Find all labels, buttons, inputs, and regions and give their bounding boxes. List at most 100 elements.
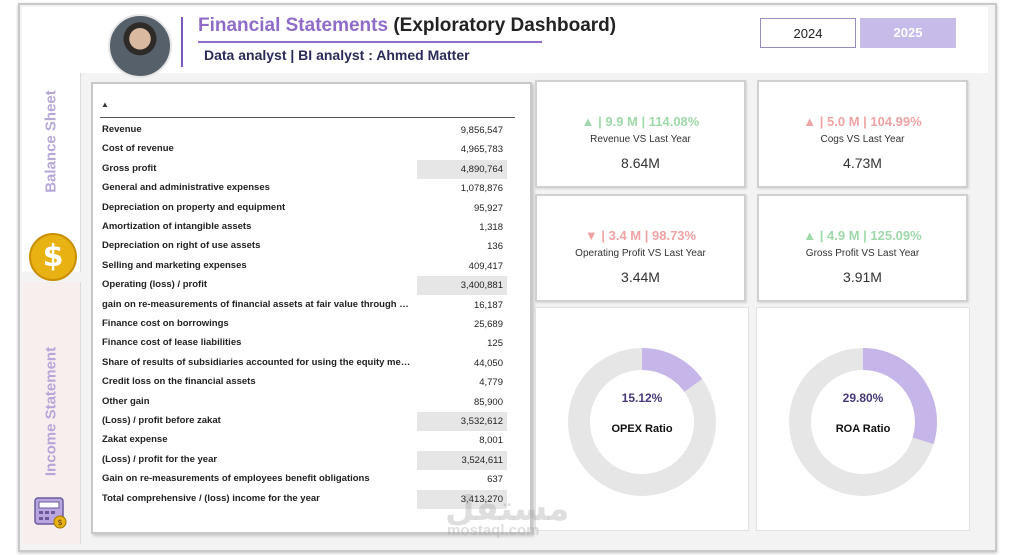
opex-ratio-percent: 15.12% [621, 391, 663, 405]
table-row: Finance cost on borrowings 25,689 [100, 315, 507, 334]
sort-arrow-icon[interactable]: ▲ [101, 100, 109, 109]
row-value: 136 [487, 241, 503, 253]
table-row: General and administrative expenses 1,078… [100, 179, 507, 198]
profile-avatar [108, 14, 172, 78]
row-label: Credit loss on the financial assets [102, 376, 256, 388]
row-label: Operating (loss) / profit [102, 279, 208, 291]
table-row: Gain on re-measurements of employees ben… [100, 470, 507, 489]
row-label: Selling and marketing expenses [102, 259, 247, 271]
row-value: 8,001 [479, 435, 503, 447]
roa-ratio-percent: 29.80% [842, 391, 884, 405]
kpi-revenue-card: ▲ | 9.9 M | 114.08% Revenue VS Last Year… [535, 80, 746, 188]
row-value: 4,890,764 [417, 159, 507, 179]
title-underline [198, 41, 542, 43]
svg-text:$: $ [57, 518, 62, 527]
dollar-coin-icon[interactable]: $ [29, 233, 77, 281]
income-statement-label: Income Statement [42, 346, 60, 477]
table-row: Total comprehensive / (loss) income for … [100, 489, 507, 509]
kpi-gross-profit-label: Gross Profit VS Last Year [805, 248, 920, 259]
page-title: Financial Statements (Exploratory Dashbo… [198, 15, 616, 37]
kpi-operating-profit-card: ▼ | 3.4 M | 98.73% Operating Profit VS L… [535, 194, 746, 302]
calculator-icon[interactable]: $ [34, 497, 68, 529]
table-row: Depreciation on property and equipment 95… [100, 199, 507, 218]
row-label: Amortization of intangible assets [102, 221, 252, 232]
row-label: (Loss) / profit for the year [102, 453, 218, 465]
row-value: 9,856,547 [460, 125, 503, 136]
author-subtitle: Data analyst | BI analyst : Ahmed Matter [204, 47, 470, 63]
row-value: 4,779 [479, 377, 503, 389]
row-value: 16,187 [473, 299, 503, 311]
row-value: 1,318 [479, 222, 503, 233]
roa-ratio-label: ROA Ratio [835, 423, 891, 435]
row-label: Zakat expense [102, 434, 168, 446]
row-label: Cost of revenue [102, 143, 174, 155]
row-value: 3,532,612 [417, 412, 507, 431]
table-row: Depreciation on right of use assets 136 [100, 237, 507, 256]
kpi-revenue-label: Revenue VS Last Year [590, 134, 691, 145]
row-value: 44,050 [473, 357, 503, 369]
row-label: General and administrative expenses [102, 182, 270, 194]
title-rest: (Exploratory Dashboard) [393, 15, 617, 36]
row-value: 25,689 [473, 319, 503, 330]
row-label: Share of results of subsidiaries account… [102, 356, 412, 368]
roa-ratio-donut [789, 348, 937, 496]
row-value: 95,927 [473, 202, 503, 214]
table-row: Share of results of subsidiaries account… [100, 354, 507, 373]
kpi-operating-profit-delta: ▼ | 3.4 M | 98.73% [584, 228, 697, 243]
table-row: Other gain 85,900 [100, 393, 507, 412]
kpi-operating-profit-label: Operating Profit VS Last Year [575, 248, 706, 259]
row-value: 3,400,881 [417, 276, 507, 296]
kpi-cogs-delta: ▲ | 5.0 M | 104.99% [803, 114, 922, 129]
table-row: (Loss) / profit before zakat 3,532,612 [100, 412, 507, 431]
kpi-operating-profit-value: 3.44M [621, 269, 660, 285]
watermark-logo: مستقل mostaql.com [445, 492, 569, 539]
table-row: Amortization of intangible assets 1,318 [100, 218, 507, 237]
row-label: Gain on re-measurements of employees ben… [102, 473, 370, 485]
title-accent: Financial Statements [198, 15, 389, 36]
row-value: 125 [487, 338, 503, 350]
row-label: Other gain [102, 395, 150, 407]
table-row: Finance cost of lease liabilities 125 [100, 334, 507, 353]
opex-ratio-card: 15.12% OPEX Ratio [535, 307, 749, 531]
row-label: Depreciation on right of use assets [102, 240, 261, 252]
row-value: 637 [487, 474, 503, 486]
year-2025-button[interactable]: 2025 [860, 18, 956, 48]
table-row: Selling and marketing expenses 409,417 [100, 257, 507, 276]
table-row: Zakat expense 8,001 [100, 431, 507, 450]
table-row: Gross profit 4,890,764 [100, 159, 507, 179]
row-label: gain on re-measurements of financial ass… [102, 298, 412, 310]
kpi-cogs-label: Cogs VS Last Year [820, 134, 905, 145]
row-value: 3,524,611 [417, 450, 507, 470]
roa-ratio-arc [789, 348, 937, 496]
kpi-cogs-value: 4.73M [843, 155, 882, 171]
opex-ratio-label: OPEX Ratio [611, 423, 673, 435]
row-label: Finance cost on borrowings [102, 318, 229, 329]
row-label: (Loss) / profit before zakat [102, 415, 221, 426]
row-label: Revenue [102, 124, 142, 135]
kpi-revenue-delta: ▲ | 9.9 M | 114.08% [581, 114, 700, 129]
kpi-gross-profit-value: 3.91M [843, 269, 882, 285]
header-divider [181, 17, 183, 67]
row-label: Total comprehensive / (loss) income for … [102, 492, 320, 504]
table-row: (Loss) / profit for the year 3,524,611 [100, 450, 507, 470]
balance-sheet-tab[interactable]: Balance Sheet [22, 7, 81, 272]
roa-ratio-card: 29.80% ROA Ratio [756, 307, 970, 531]
row-value: 409,417 [468, 260, 503, 272]
balance-sheet-label: Balance Sheet [42, 90, 60, 193]
table-row: Operating (loss) / profit 3,400,881 [100, 276, 507, 296]
kpi-cogs-card: ▲ | 5.0 M | 104.99% Cogs VS Last Year 4.… [757, 80, 968, 188]
row-value: 3,413,270 [417, 489, 507, 509]
row-value: 4,965,783 [460, 144, 503, 156]
kpi-gross-profit-card: ▲ | 4.9 M | 125.09% Gross Profit VS Last… [757, 194, 968, 302]
year-2024-button[interactable]: 2024 [760, 18, 856, 48]
row-label: Gross profit [102, 162, 157, 174]
sidebar-nav: Balance Sheet Income Statement $ $ [22, 7, 81, 544]
row-value: 85,900 [473, 396, 503, 408]
opex-ratio-donut [568, 348, 716, 496]
table-row: Revenue 9,856,547 [100, 121, 507, 140]
watermark-arabic: مستقل [445, 489, 570, 529]
kpi-revenue-value: 8.64M [621, 155, 660, 171]
kpi-gross-profit-delta: ▲ | 4.9 M | 125.09% [803, 228, 922, 243]
table-header-line [100, 117, 515, 118]
watermark-latin: mostaql.com [447, 522, 540, 539]
